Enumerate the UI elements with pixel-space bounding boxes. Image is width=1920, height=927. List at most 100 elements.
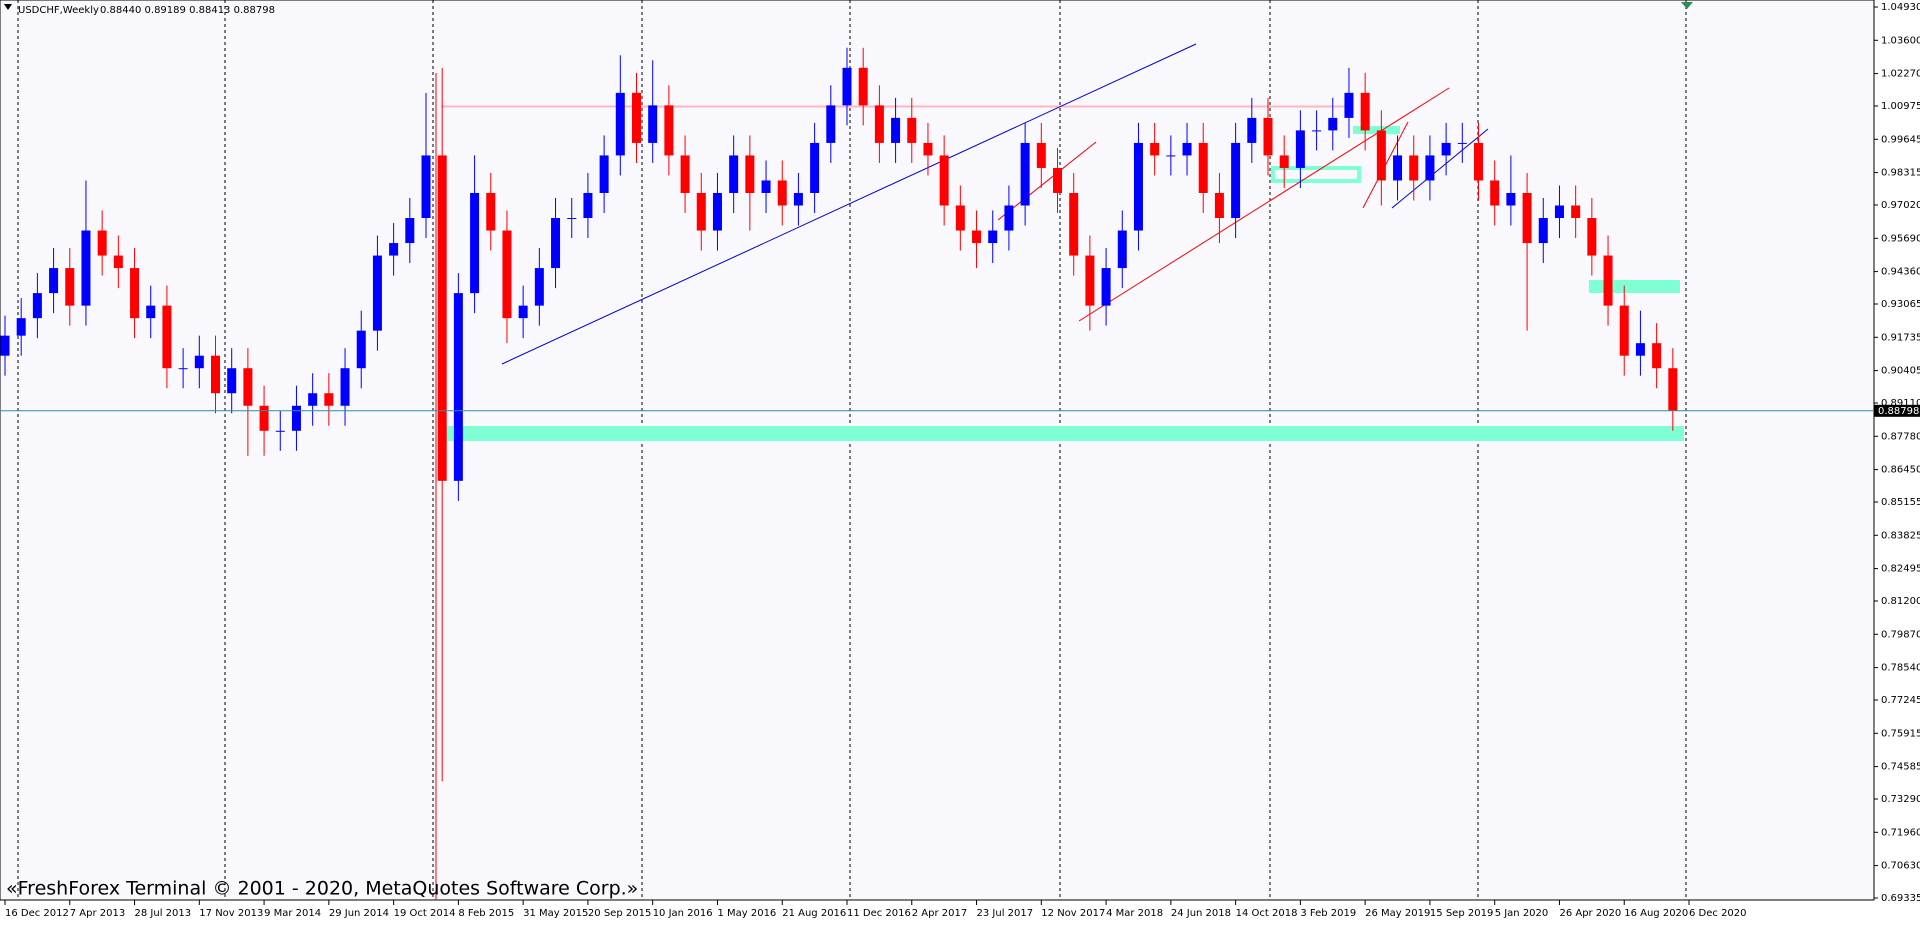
x-tick-label: 29 Jun 2014: [329, 908, 389, 919]
candle-body: [211, 355, 220, 394]
candle-body: [712, 192, 722, 231]
candle-body: [1635, 343, 1645, 356]
y-tick-label: 0.85155: [1881, 497, 1920, 508]
x-tick-label: 2 Apr 2017: [912, 908, 967, 919]
candle-body: [340, 368, 350, 406]
x-tick-label: 16 Dec 2012: [5, 908, 69, 919]
candle-body: [1619, 305, 1629, 356]
trend-line: [1078, 87, 1450, 322]
candle-body: [696, 192, 706, 231]
x-tick-label: 16 Aug 2020: [1624, 908, 1688, 919]
candle-body: [1603, 255, 1613, 306]
candle-body: [632, 92, 641, 143]
candle-body: [389, 243, 399, 256]
candle-body: [130, 268, 140, 319]
x-tick-label: 4 Mar 2018: [1106, 908, 1163, 919]
y-tick-label: 1.00975: [1881, 101, 1920, 112]
y-tick-label: 0.77245: [1881, 695, 1920, 706]
candle-body: [567, 218, 577, 220]
candle-body: [599, 155, 609, 193]
shift-marker[interactable]: [1681, 2, 1693, 9]
candle-body: [1344, 92, 1354, 118]
x-tick-label: 1 May 2016: [717, 908, 776, 919]
x-tick-label: 26 May 2019: [1365, 908, 1430, 919]
x-tick-label: 11 Dec 2016: [847, 908, 911, 919]
candle-body: [113, 255, 123, 269]
y-tick-label: 0.86450: [1881, 465, 1920, 476]
candle-body: [502, 230, 512, 319]
plot-area: [0, 0, 1875, 901]
y-tick-label: 1.03600: [1881, 35, 1920, 46]
candle-body: [0, 335, 10, 356]
candle-body: [761, 180, 771, 193]
symbol: USDCHF,Weekly: [18, 5, 99, 16]
candle-body: [146, 305, 156, 319]
candle-body: [1036, 142, 1046, 168]
trend-line: [997, 141, 1097, 221]
candle-body: [1409, 155, 1419, 181]
candle-body: [664, 105, 674, 156]
candle-body: [1069, 192, 1079, 256]
candle-body: [648, 105, 658, 143]
candle-body: [194, 355, 204, 369]
candle-body: [97, 230, 107, 256]
candle-body: [1150, 142, 1160, 156]
candle-body: [1247, 117, 1257, 143]
y-tick-label: 0.93065: [1881, 299, 1920, 310]
y-tick-label: 0.89110: [1881, 398, 1920, 409]
candle-body: [486, 192, 496, 231]
candle-body: [810, 142, 820, 193]
candle-body: [162, 305, 172, 369]
candle-body: [32, 293, 42, 319]
candle-body: [1490, 180, 1500, 206]
candle-body: [518, 305, 528, 319]
candle-body: [227, 368, 237, 394]
x-tick-label: 8 Feb 2015: [458, 908, 514, 919]
copyright: «FreshForex Terminal © 2001 - 2020, Meta…: [6, 878, 638, 900]
menu-arrow[interactable]: [4, 4, 12, 10]
candle-body: [874, 105, 884, 143]
x-tick-label: 21 Aug 2016: [782, 908, 846, 919]
y-tick-label: 1.04930: [1881, 2, 1920, 13]
candle-body: [1328, 117, 1338, 131]
y-tick-label: 0.91735: [1881, 332, 1920, 343]
candle-body: [923, 142, 933, 156]
y-tick-label: 0.79870: [1881, 629, 1920, 640]
candle-body: [1295, 130, 1305, 168]
candle-body: [1474, 142, 1483, 181]
candle-body: [1506, 192, 1516, 206]
candle-body: [729, 155, 739, 193]
x-tick-label: 19 Oct 2014: [394, 908, 456, 919]
candle-body: [1166, 155, 1176, 157]
candle-body: [972, 230, 982, 244]
candle-body: [1554, 205, 1564, 219]
candle-body: [1312, 130, 1322, 132]
candle-body: [356, 330, 366, 369]
candle-body: [405, 218, 415, 244]
y-tick-label: 0.71960: [1881, 827, 1920, 838]
candle-body: [65, 268, 75, 306]
candle-body: [583, 192, 593, 219]
candle-body: [1376, 130, 1386, 181]
support-zone: [444, 426, 1684, 441]
candle-body: [777, 180, 787, 206]
candle-body: [1085, 255, 1095, 306]
candle-body: [1457, 142, 1467, 144]
y-tick-label: 0.99645: [1881, 134, 1920, 145]
y-tick-label: 0.75915: [1881, 728, 1920, 739]
x-tick-label: 17 Nov 2013: [199, 908, 263, 919]
candle-body: [1263, 117, 1273, 156]
y-tick-label: 0.94360: [1881, 267, 1920, 278]
candle-body: [988, 230, 998, 244]
candle-body: [437, 155, 447, 481]
candle-body: [907, 117, 917, 143]
x-tick-label: 12 Nov 2017: [1041, 908, 1105, 919]
candle-body: [1393, 155, 1403, 181]
candle-body: [1441, 142, 1451, 156]
y-tick-label: 0.98315: [1881, 168, 1920, 179]
candle-body: [1020, 142, 1030, 206]
y-tick-label: 0.97020: [1881, 200, 1920, 211]
candle-body: [826, 105, 836, 143]
candle-body: [16, 318, 26, 336]
y-tick-label: 0.78540: [1881, 663, 1920, 674]
